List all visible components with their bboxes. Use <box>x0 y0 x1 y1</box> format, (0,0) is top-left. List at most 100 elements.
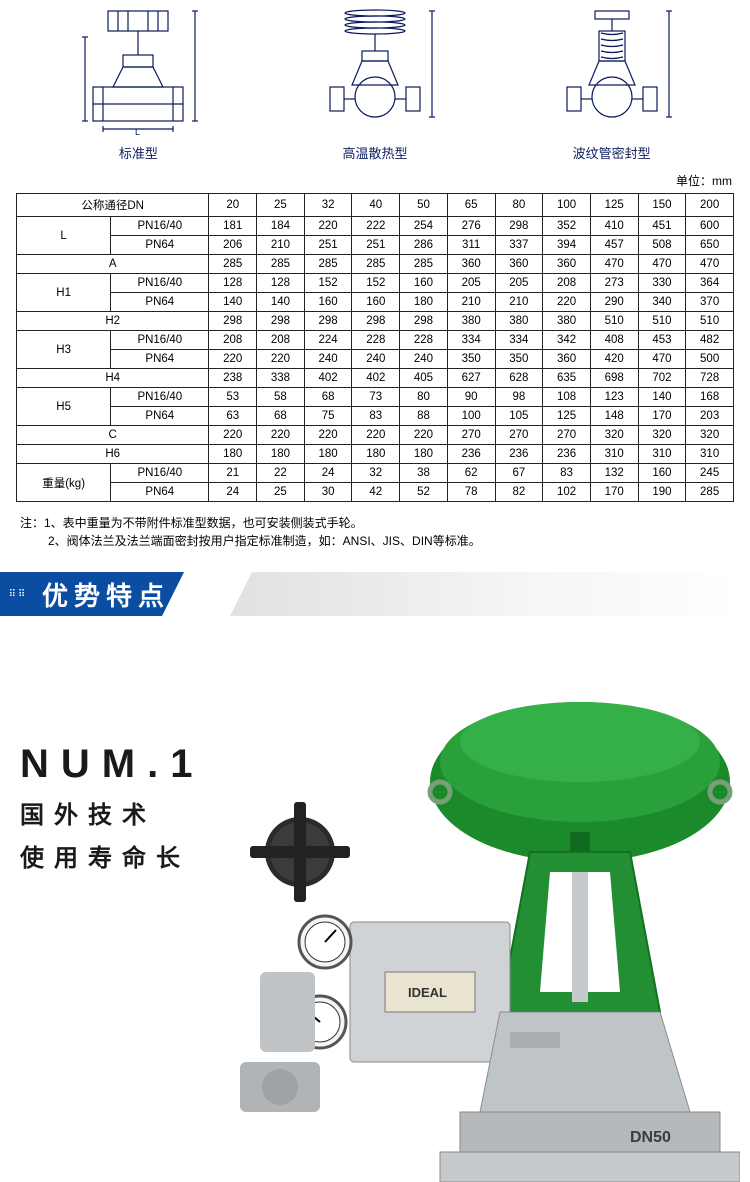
product-valve-illustration: IDEAL DN50 <box>230 682 740 1182</box>
cell: 285 <box>304 255 352 274</box>
cell: 420 <box>590 350 638 369</box>
cell: 298 <box>495 217 543 236</box>
cell: 220 <box>352 426 400 445</box>
table-header-row: 公称通径DN 20 25 32 40 50 65 80 100 125 150 … <box>17 194 734 217</box>
cell: 82 <box>495 483 543 502</box>
table-notes: 注：1、表中重量为不带附件标准型数据，也可安装侧装式手轮。 2、阀体法兰及法兰端… <box>0 510 750 560</box>
row-sub-label: PN16/40 <box>111 217 209 236</box>
row-group-label: L <box>17 217 111 255</box>
cell: 254 <box>400 217 448 236</box>
cell: 635 <box>543 369 591 388</box>
cell: 698 <box>590 369 638 388</box>
cell: 58 <box>257 388 305 407</box>
cell: 25 <box>257 483 305 502</box>
cell: 320 <box>686 426 734 445</box>
cell: 210 <box>257 236 305 255</box>
table-row: PN64140140160160180210210220290340370 <box>17 293 734 312</box>
cell: 510 <box>686 312 734 331</box>
cell: 245 <box>686 464 734 483</box>
banner-gray-tail <box>230 572 740 616</box>
cell: 220 <box>304 217 352 236</box>
cell: 132 <box>590 464 638 483</box>
cell: 290 <box>590 293 638 312</box>
banner-title: 优势特点 <box>36 572 184 616</box>
cell: 208 <box>209 331 257 350</box>
cell: 405 <box>400 369 448 388</box>
cell: 628 <box>495 369 543 388</box>
dn-col: 40 <box>352 194 400 217</box>
table-row: 重量(kg)PN16/402122243238626783132160245 <box>17 464 734 483</box>
cell: 360 <box>495 255 543 274</box>
cell: 30 <box>304 483 352 502</box>
cell: 510 <box>590 312 638 331</box>
dn-col: 80 <box>495 194 543 217</box>
cell: 160 <box>352 293 400 312</box>
cell: 298 <box>209 312 257 331</box>
table-row: H3PN16/402082082242282283343343424084534… <box>17 331 734 350</box>
unit-label: 单位：mm <box>0 170 750 193</box>
cell: 78 <box>447 483 495 502</box>
row-group-label: H1 <box>17 274 111 312</box>
dn-col: 125 <box>590 194 638 217</box>
cell: 298 <box>352 312 400 331</box>
cell: 337 <box>495 236 543 255</box>
cell: 228 <box>400 331 448 350</box>
cell: 180 <box>304 445 352 464</box>
dn-col: 25 <box>257 194 305 217</box>
cell: 160 <box>304 293 352 312</box>
cell: 470 <box>686 255 734 274</box>
cell: 100 <box>447 407 495 426</box>
cell: 352 <box>543 217 591 236</box>
table-row: PN64206210251251286311337394457508650 <box>17 236 734 255</box>
cell: 228 <box>352 331 400 350</box>
cell: 102 <box>543 483 591 502</box>
cell: 311 <box>447 236 495 255</box>
table-row: LPN16/4018118422022225427629835241045160… <box>17 217 734 236</box>
banner-dots-icon: ⠿⠿ <box>0 572 36 616</box>
cell: 203 <box>686 407 734 426</box>
diagram-standard: L 标准型 <box>73 7 203 162</box>
header-dn-label: 公称通径DN <box>17 194 209 217</box>
cell: 125 <box>543 407 591 426</box>
cell: 334 <box>447 331 495 350</box>
cell: 180 <box>400 445 448 464</box>
cell: 210 <box>495 293 543 312</box>
cell: 140 <box>638 388 686 407</box>
cell: 600 <box>686 217 734 236</box>
cell: 160 <box>400 274 448 293</box>
row-sub-label: PN16/40 <box>111 388 209 407</box>
cell: 380 <box>495 312 543 331</box>
cell: 286 <box>400 236 448 255</box>
cell: 270 <box>447 426 495 445</box>
dn-col: 20 <box>209 194 257 217</box>
row-group-span: A <box>17 255 209 274</box>
cell: 180 <box>257 445 305 464</box>
cell: 310 <box>638 445 686 464</box>
cell: 88 <box>400 407 448 426</box>
row-group-span: H4 <box>17 369 209 388</box>
cell: 68 <box>257 407 305 426</box>
cell: 224 <box>304 331 352 350</box>
cell: 62 <box>447 464 495 483</box>
cell: 180 <box>400 293 448 312</box>
cell: 180 <box>352 445 400 464</box>
diagram-bellows-label: 波纹管密封型 <box>573 143 651 162</box>
diagram-bellows: 波纹管密封型 <box>547 7 677 162</box>
cell: 453 <box>638 331 686 350</box>
cell: 350 <box>495 350 543 369</box>
row-group-label: H5 <box>17 388 111 426</box>
cell: 205 <box>495 274 543 293</box>
row-sub-label: PN64 <box>111 236 209 255</box>
dimension-table: 公称通径DN 20 25 32 40 50 65 80 100 125 150 … <box>16 193 734 502</box>
cell: 220 <box>304 426 352 445</box>
table-row: H2298298298298298380380380510510510 <box>17 312 734 331</box>
row-sub-label: PN16/40 <box>111 464 209 483</box>
cell: 168 <box>686 388 734 407</box>
cell: 273 <box>590 274 638 293</box>
svg-text:IDEAL: IDEAL <box>408 985 447 1000</box>
cell: 220 <box>209 350 257 369</box>
cell: 360 <box>543 255 591 274</box>
cell: 320 <box>590 426 638 445</box>
diagram-standard-label: 标准型 <box>119 143 158 162</box>
cell: 80 <box>400 388 448 407</box>
